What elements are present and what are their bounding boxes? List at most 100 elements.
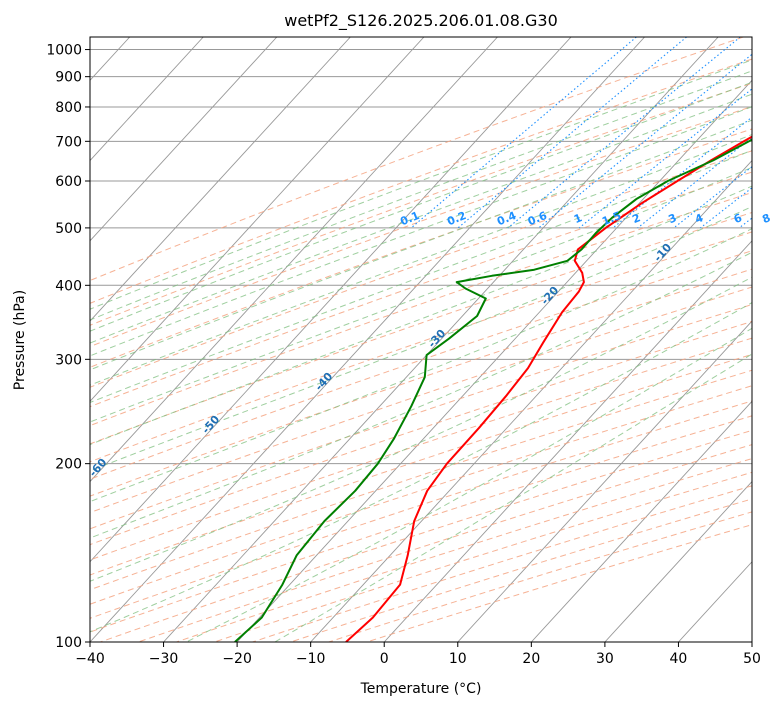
dry-adiabat-label: -30 bbox=[425, 327, 448, 351]
moist-adiabat-label: 0 bbox=[772, 198, 775, 213]
moist-adiabat-line bbox=[90, 59, 752, 310]
x-tick-label: 40 bbox=[670, 651, 688, 667]
mixing-ratio-label: 0.4 bbox=[495, 209, 518, 228]
x-tick-label: 50 bbox=[743, 651, 761, 667]
mixing-ratio-line bbox=[738, 217, 752, 229]
y-tick-label: 800 bbox=[55, 100, 82, 116]
y-axis-label: Pressure (hPa) bbox=[12, 290, 28, 390]
mixing-ratio-label: 1 bbox=[572, 211, 584, 226]
dry-adiabat-line bbox=[252, 485, 752, 642]
y-tick-label: 1000 bbox=[46, 43, 82, 59]
chart-title: wetPf2_S126.2025.206.01.08.G30 bbox=[284, 11, 558, 31]
isotherm-line bbox=[90, 37, 498, 483]
dry-adiabat-line bbox=[138, 444, 752, 642]
mixing-ratio-line bbox=[457, 37, 687, 229]
y-tick-label: 600 bbox=[55, 174, 82, 190]
x-tick-label: 10 bbox=[449, 651, 467, 667]
moist-adiabat-line bbox=[90, 302, 752, 633]
y-tick-label: 900 bbox=[55, 70, 82, 86]
dry-adiabat-line bbox=[90, 211, 752, 445]
sounding-profiles bbox=[234, 135, 752, 642]
x-tick-label: −20 bbox=[222, 651, 252, 667]
mixing-ratio-label: 8 bbox=[760, 211, 772, 226]
isotherm-line bbox=[531, 400, 752, 642]
isotherm-line bbox=[0, 37, 56, 642]
x-tick-label: 30 bbox=[596, 651, 614, 667]
moist-adiabat-line bbox=[90, 70, 752, 321]
mixing-ratio-line bbox=[637, 136, 752, 229]
moist-adiabat-line bbox=[90, 228, 752, 503]
mixing-ratio-line bbox=[410, 37, 637, 229]
mixing-ratio-label: 6 bbox=[732, 211, 744, 226]
isotherm-line bbox=[163, 37, 719, 642]
x-tick-label: 20 bbox=[522, 651, 540, 667]
dry-adiabats bbox=[90, 37, 752, 642]
dry-adiabat-line bbox=[90, 268, 752, 497]
x-tick-label: −10 bbox=[296, 651, 326, 667]
dry-adiabat-line bbox=[90, 385, 752, 605]
x-tick-label: 0 bbox=[380, 651, 389, 667]
dry-adiabat-line bbox=[90, 303, 752, 530]
isobar-grid bbox=[90, 49, 752, 642]
dry-adiabat-line bbox=[90, 37, 744, 282]
moist-adiabat-line bbox=[90, 106, 752, 357]
dry-adiabat-line bbox=[176, 458, 752, 642]
moist-adiabat-line bbox=[90, 81, 752, 332]
dry-adiabat-line bbox=[366, 524, 752, 642]
isotherm-line bbox=[90, 37, 204, 162]
dry-adiabat-line bbox=[90, 191, 752, 427]
moist-adiabat-line bbox=[90, 133, 752, 386]
moist-adiabat-line bbox=[90, 185, 752, 446]
y-tick-label: 300 bbox=[55, 352, 82, 368]
isotherm-line bbox=[310, 159, 752, 642]
dry-adiabat-line bbox=[90, 320, 752, 546]
mixing-ratio-label: 3 bbox=[667, 211, 679, 226]
moist-adiabat-line bbox=[90, 93, 752, 344]
mixing-ratio-line bbox=[507, 37, 741, 229]
moist-adiabats bbox=[90, 59, 752, 642]
y-tick-label: 200 bbox=[55, 457, 82, 473]
isotherm-line bbox=[90, 37, 425, 402]
mixing-ratio-label: 2 bbox=[630, 211, 642, 226]
dry-adiabat-line bbox=[328, 511, 752, 642]
y-tick-label: 400 bbox=[55, 278, 82, 294]
dry-adiabat-line bbox=[214, 471, 752, 642]
temperature-line bbox=[345, 135, 752, 642]
dry-adiabat-line bbox=[90, 337, 752, 561]
isotherm-line bbox=[383, 240, 752, 642]
isotherm-line bbox=[90, 37, 278, 242]
x-axis-label: Temperature (°C) bbox=[360, 681, 482, 697]
x-tick-label: −30 bbox=[149, 651, 179, 667]
mixing-ratio-label: 0.1 bbox=[398, 209, 421, 228]
plot-frame bbox=[89, 36, 753, 643]
mixing-ratio-line bbox=[538, 53, 752, 229]
dry-adiabat-label: -20 bbox=[538, 284, 561, 308]
x-tick-label: −40 bbox=[75, 651, 105, 667]
isotherm-line bbox=[457, 320, 752, 642]
dry-adiabat-line bbox=[90, 105, 752, 348]
mixing-ratio-line bbox=[673, 165, 752, 229]
mixing-ratio-lines bbox=[410, 37, 775, 229]
moist-adiabat-line bbox=[90, 166, 752, 423]
moist-adiabat-line bbox=[90, 119, 752, 371]
moist-adiabat-line bbox=[274, 353, 752, 642]
y-tick-label: 700 bbox=[55, 134, 82, 150]
isotherm-line bbox=[236, 79, 752, 642]
isotherm-line bbox=[751, 641, 752, 642]
moist-adiabat-line bbox=[90, 276, 752, 582]
dry-adiabat-line bbox=[90, 286, 752, 514]
dry-adiabat-line bbox=[90, 231, 752, 463]
isotherm-line bbox=[90, 37, 572, 563]
dry-adiabat-line bbox=[90, 415, 752, 633]
dry-adiabat-line bbox=[90, 171, 752, 408]
moist-adiabat-line bbox=[90, 251, 752, 539]
moist-adiabat-line bbox=[90, 206, 752, 472]
dry-adiabat-line bbox=[90, 128, 752, 368]
y-tick-label: 500 bbox=[55, 221, 82, 237]
dry-adiabat-line bbox=[90, 353, 752, 576]
isotherm-line bbox=[90, 37, 351, 322]
mixing-ratio-line bbox=[768, 37, 775, 228]
dry-adiabat-line bbox=[90, 369, 752, 591]
moist-adiabat-line bbox=[90, 149, 752, 403]
